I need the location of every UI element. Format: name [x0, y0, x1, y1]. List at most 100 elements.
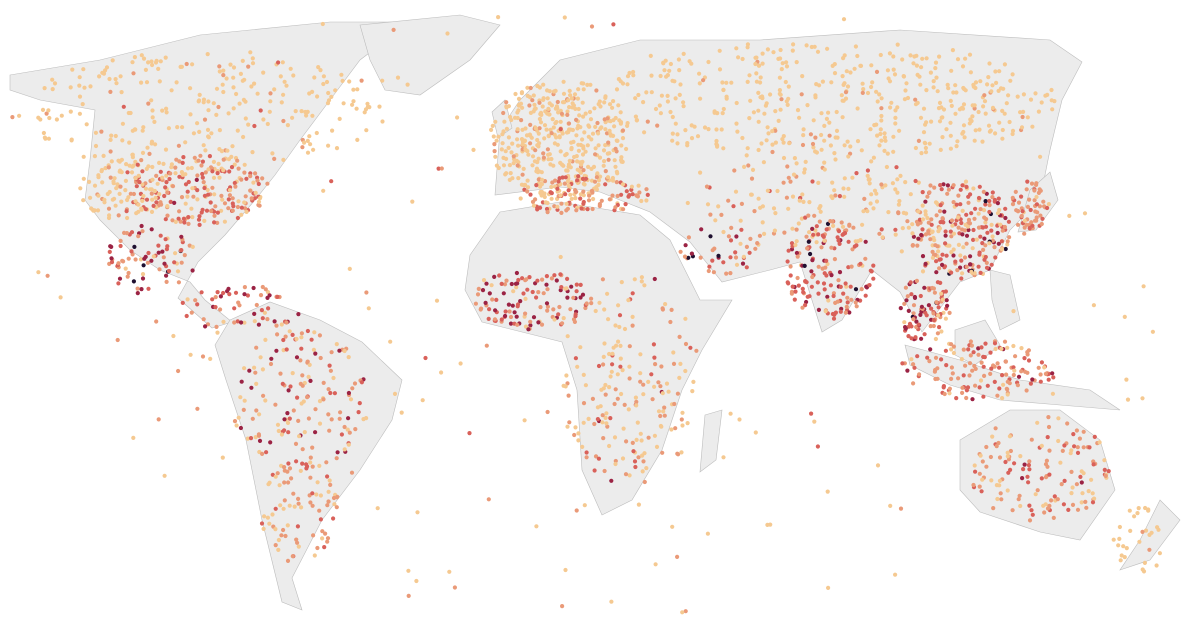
city-dot: [1150, 329, 1155, 334]
city-dot: [363, 107, 369, 112]
city-dot: [974, 237, 979, 242]
city-dot: [822, 271, 827, 276]
city-dot: [1033, 492, 1038, 497]
city-dot: [947, 391, 952, 396]
city-dot: [1142, 560, 1147, 566]
city-dot: [512, 310, 517, 315]
city-dot: [979, 489, 984, 494]
city-dot: [779, 67, 784, 72]
city-dot: [583, 383, 589, 388]
city-dot: [586, 198, 592, 203]
city-dot: [520, 127, 525, 132]
city-dot: [1043, 371, 1048, 376]
city-dot: [215, 171, 220, 176]
city-dot: [840, 115, 845, 120]
city-dot: [192, 155, 197, 160]
city-dot: [260, 367, 265, 372]
city-dot: [476, 286, 481, 291]
city-dot: [918, 82, 923, 87]
city-dot: [714, 138, 719, 144]
city-dot: [504, 104, 509, 109]
city-dot: [263, 337, 268, 342]
city-dot: [299, 331, 304, 336]
city-dot: [287, 466, 293, 471]
city-dot: [186, 179, 191, 185]
city-dot: [530, 154, 536, 159]
city-dot: [639, 275, 645, 280]
city-dot: [829, 194, 834, 199]
city-dot: [608, 119, 613, 124]
city-dot: [551, 307, 556, 312]
city-dot: [867, 181, 872, 186]
city-dot: [1016, 497, 1021, 502]
city-dot: [896, 202, 902, 207]
city-dot: [912, 365, 917, 370]
city-dot: [195, 302, 200, 307]
city-dot: [513, 91, 518, 97]
city-dot: [776, 118, 781, 123]
city-dot: [948, 229, 953, 234]
city-dot: [960, 271, 965, 276]
city-dot: [612, 401, 617, 407]
city-dot: [845, 139, 850, 144]
city-dot: [995, 211, 1001, 216]
city-dot: [686, 255, 691, 260]
city-dot: [356, 410, 361, 415]
city-dot: [317, 333, 322, 338]
city-dot: [911, 234, 917, 239]
city-dot: [315, 94, 320, 99]
city-dot: [541, 155, 547, 160]
city-dot: [169, 88, 174, 93]
city-dot: [300, 373, 305, 378]
city-dot: [1015, 94, 1020, 99]
city-dot: [92, 183, 98, 188]
city-dot: [963, 56, 968, 61]
city-dot: [933, 243, 938, 248]
city-dot: [557, 304, 562, 310]
city-dot: [158, 233, 163, 238]
city-dot: [1005, 242, 1010, 247]
city-dot: [493, 154, 498, 159]
city-dot: [139, 80, 144, 85]
city-dot: [1035, 420, 1040, 425]
city-dot: [641, 459, 646, 464]
city-dot: [990, 234, 995, 239]
city-dot: [525, 185, 531, 190]
city-dot: [281, 527, 286, 533]
city-dot: [602, 159, 607, 164]
city-dot: [998, 491, 1003, 496]
city-dot: [179, 234, 184, 239]
city-dot: [228, 62, 233, 67]
city-dot: [935, 89, 940, 94]
city-dot: [1027, 467, 1032, 472]
city-dot: [311, 147, 316, 152]
city-dot: [855, 106, 860, 111]
city-dot: [275, 422, 281, 427]
city-dot: [794, 239, 799, 244]
city-dot: [893, 227, 898, 232]
city-dot: [280, 60, 285, 65]
city-dot: [999, 497, 1004, 502]
city-dot: [902, 301, 907, 306]
city-dot: [337, 416, 342, 421]
city-dot: [812, 419, 817, 424]
city-dot: [810, 179, 815, 184]
city-dot: [744, 265, 749, 270]
city-dot: [184, 61, 189, 67]
city-dot: [475, 292, 481, 297]
city-dot: [230, 208, 235, 213]
city-dot: [920, 269, 926, 274]
city-dot: [536, 290, 541, 295]
city-dot: [826, 110, 831, 115]
city-dot: [504, 156, 509, 161]
city-dot: [160, 175, 165, 180]
city-dot: [137, 180, 142, 185]
city-dot: [649, 73, 654, 78]
city-dot: [745, 146, 750, 151]
city-dot: [364, 290, 369, 295]
city-dot: [782, 230, 787, 235]
city-dot: [803, 279, 808, 284]
city-dot: [620, 136, 626, 141]
city-dot: [984, 191, 989, 196]
city-dot: [214, 324, 219, 329]
